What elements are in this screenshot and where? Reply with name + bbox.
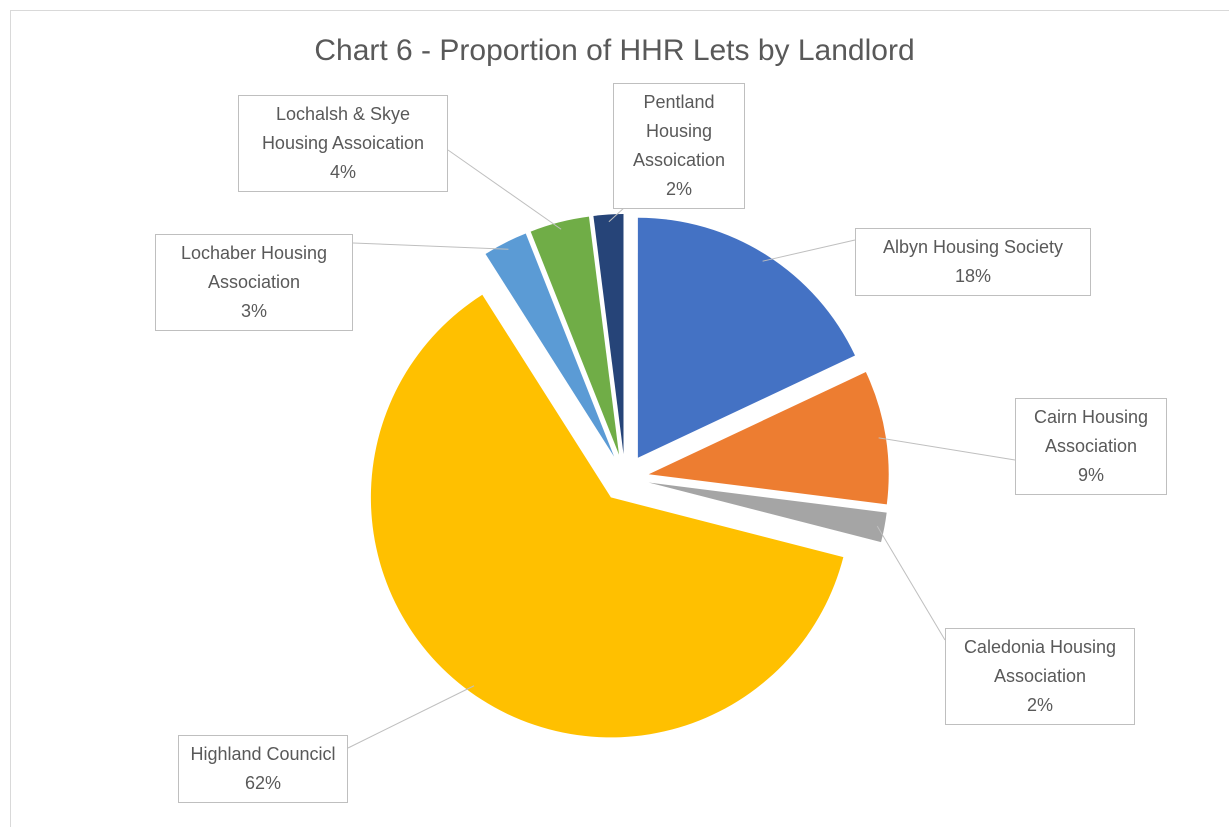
chart-border [10,10,1229,827]
leader-line [347,685,475,749]
chart-title: Chart 6 - Proportion of HHR Lets by Land… [314,34,915,67]
category-label: Cairn Housing Association [1033,407,1149,456]
pie-slice [648,482,887,543]
value-label: 18% [954,266,992,286]
leader-line [878,437,1016,461]
leader-line [447,149,562,230]
pie-slice [637,217,856,458]
category-label: Pentland Housing Assoication [632,92,726,170]
category-label: Lochalsh & Skye Housing Assoication [261,104,425,153]
category-label: Caledonia Housing Association [963,637,1117,686]
data-label: Cairn Housing Association 9% [1015,398,1167,495]
pie-slice [485,233,615,457]
value-label: 9% [1077,465,1104,485]
leader-line [352,242,509,250]
data-label: Caledonia Housing Association 2% [945,628,1135,725]
value-label: 4% [329,162,356,182]
pie-slice [530,216,620,455]
pie-slice [370,294,844,738]
value-label: 2% [1026,695,1053,715]
data-label: Albyn Housing Society 18% [855,228,1091,296]
data-label: Pentland Housing Assoication 2% [613,83,745,209]
category-label: Albyn Housing Society [882,237,1064,257]
pie-slice [593,214,624,455]
data-label: Lochaber Housing Association 3% [155,234,353,331]
category-label: Lochaber Housing Association [180,243,328,292]
value-label: 2% [665,179,692,199]
leader-line [876,525,946,641]
value-label: 62% [244,773,282,793]
data-label: Lochalsh & Skye Housing Assoication 4% [238,95,448,192]
data-label: Highland Councicl 62% [178,735,348,803]
value-label: 3% [240,301,267,321]
leader-line [762,239,856,262]
category-label: Highland Councicl [190,744,336,764]
pie-slice [648,372,889,505]
